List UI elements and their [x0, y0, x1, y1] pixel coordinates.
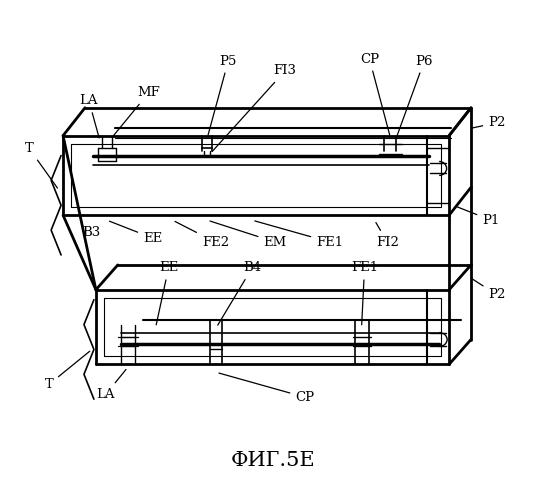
- Text: EM: EM: [210, 221, 287, 248]
- Text: P6: P6: [397, 54, 433, 135]
- Text: EE: EE: [156, 262, 178, 325]
- Text: FI2: FI2: [376, 222, 399, 248]
- Text: P2: P2: [472, 116, 505, 129]
- Text: CP: CP: [219, 373, 315, 404]
- Text: P1: P1: [456, 206, 499, 227]
- Text: MF: MF: [114, 86, 160, 136]
- Text: B3: B3: [81, 220, 100, 238]
- Text: CP: CP: [360, 52, 389, 135]
- Text: FE1: FE1: [351, 262, 378, 325]
- Text: FE2: FE2: [175, 222, 229, 248]
- Text: P5: P5: [208, 54, 237, 135]
- Text: EE: EE: [109, 221, 162, 244]
- Text: LA: LA: [97, 370, 126, 400]
- Text: T: T: [25, 142, 57, 188]
- Text: FE1: FE1: [255, 221, 344, 248]
- Text: ФИГ.5Е: ФИГ.5Е: [231, 452, 315, 470]
- Text: FI3: FI3: [212, 64, 296, 152]
- Text: T: T: [45, 351, 90, 391]
- Text: B4: B4: [218, 262, 261, 325]
- Text: P2: P2: [472, 278, 505, 301]
- Text: LA: LA: [80, 94, 99, 138]
